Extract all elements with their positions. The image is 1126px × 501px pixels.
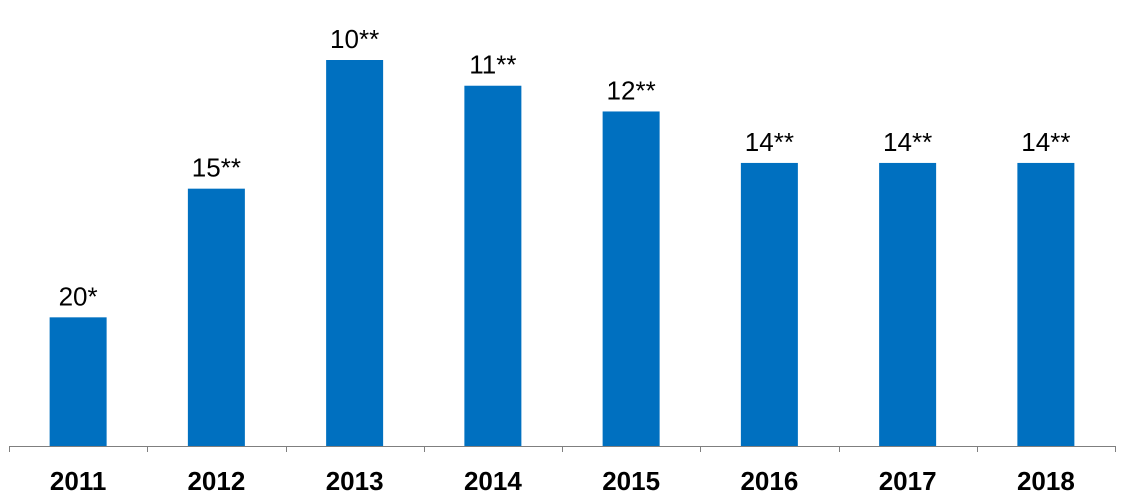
x-tick-label-2013: 2013	[326, 466, 384, 496]
data-label-2012: 15**	[192, 153, 241, 183]
x-tick-label-2017: 2017	[879, 466, 937, 496]
data-label-2014: 11**	[469, 50, 516, 80]
data-labels-group: 20* 15** 10** 11** 12** 14** 14** 14**	[59, 24, 1071, 311]
bar-2013	[326, 60, 384, 446]
x-tick-label-2016: 2016	[740, 466, 798, 496]
bar-2018	[1017, 162, 1075, 446]
x-tick-label-2012: 2012	[187, 466, 245, 496]
bar-2014	[464, 85, 522, 446]
data-label-2013: 10**	[330, 24, 379, 54]
x-tick-label-2015: 2015	[602, 466, 660, 496]
x-tick-label-2014: 2014	[464, 466, 522, 496]
bar-2015	[602, 111, 660, 446]
bar-2016	[740, 162, 798, 446]
x-tick-label-2018: 2018	[1017, 466, 1075, 496]
data-label-2017: 14**	[883, 127, 932, 157]
bar-2011	[49, 317, 107, 446]
bar-2017	[879, 162, 937, 446]
x-tick-labels-group: 2011 2012 2013 2014 2015 2016 2017 2018	[50, 466, 1075, 496]
bar-2012	[187, 188, 245, 446]
data-label-2018: 14**	[1021, 127, 1070, 157]
x-axis	[9, 446, 1116, 452]
data-label-2016: 14**	[745, 127, 794, 157]
data-label-2015: 12**	[607, 75, 656, 105]
x-tick-label-2011: 2011	[50, 466, 106, 496]
data-label-2011: 20*	[59, 281, 98, 311]
bars-group	[49, 60, 1075, 446]
